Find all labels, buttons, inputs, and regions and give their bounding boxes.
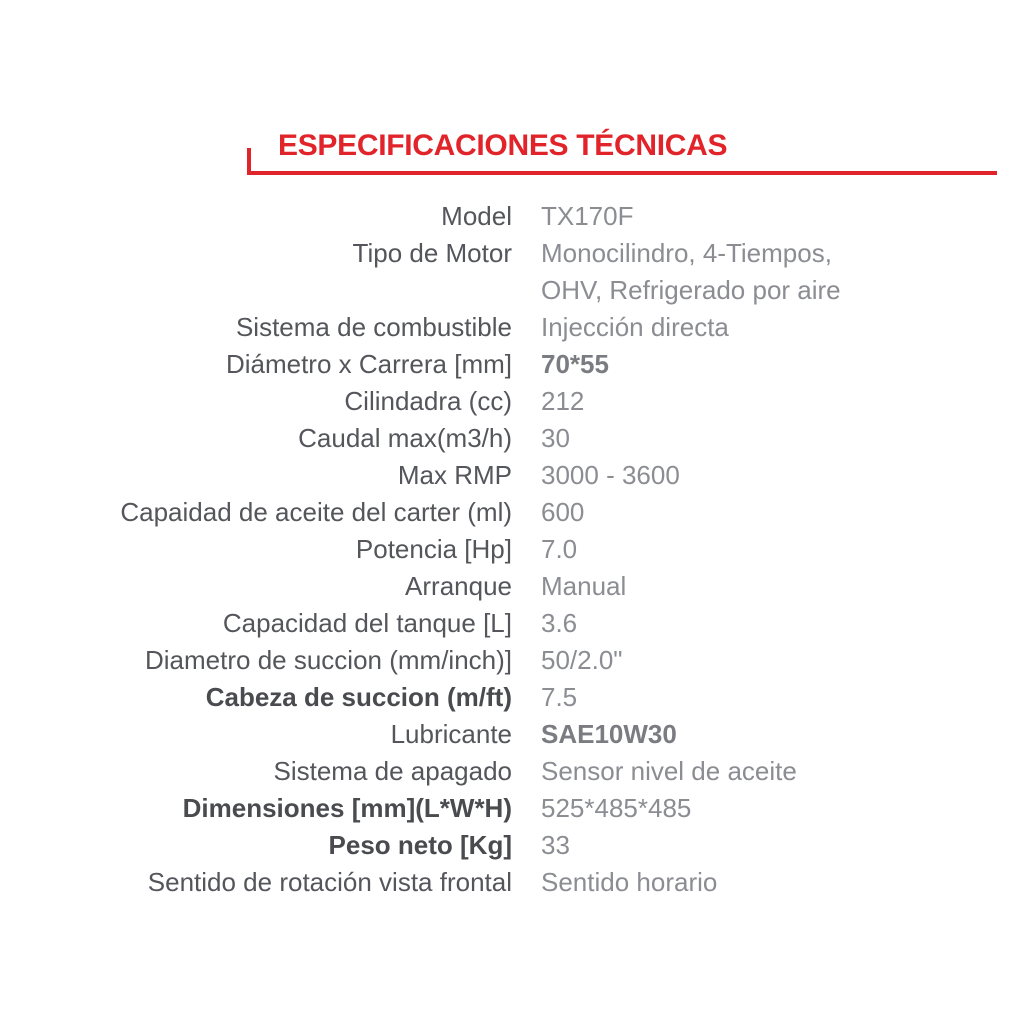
spec-label: Diámetro x Carrera [mm] xyxy=(225,349,512,379)
spec-value: 600 xyxy=(541,497,585,527)
spec-row: Diametro de succion (mm/inch)] 50/2.0" xyxy=(57,642,967,679)
spec-label: Lubricante xyxy=(390,719,512,749)
spec-label: Model xyxy=(441,201,512,231)
spec-label: Diametro de succion (mm/inch)] xyxy=(145,645,512,675)
spec-row: Cabeza de succion (m/ft) 7.5 xyxy=(57,679,967,716)
spec-label: Tipo de Motor xyxy=(352,238,512,268)
spec-value: 50/2.0" xyxy=(541,645,623,675)
spec-row: Cilindadra (cc) 212 xyxy=(57,383,967,420)
spec-row: Sistema de combustible Injección directa xyxy=(57,309,967,346)
spec-value: Sensor nivel de aceite xyxy=(541,756,797,786)
spec-row: Sistema de apagado Sensor nivel de aceit… xyxy=(57,753,967,790)
spec-value: Sentido horario xyxy=(541,867,718,897)
spec-value: 525*485*485 xyxy=(541,793,692,823)
spec-value: Manual xyxy=(541,571,627,601)
spec-row: Dimensiones [mm](L*W*H) 525*485*485 xyxy=(57,790,967,827)
spec-value: SAE10W30 xyxy=(541,719,677,749)
spec-table: Model TX170F Tipo de Motor Monocilindro,… xyxy=(57,198,967,901)
spec-value: 30 xyxy=(541,423,570,453)
spec-row: Capacidad del tanque [L] 3.6 xyxy=(57,605,967,642)
spec-row: Tipo de Motor Monocilindro, 4-Tiempos, O… xyxy=(57,235,967,309)
spec-value: 7.5 xyxy=(541,682,578,712)
spec-value: 3.6 xyxy=(541,608,578,638)
spec-value: Monocilindro, 4-Tiempos, OHV, Refrigerad… xyxy=(541,238,841,305)
spec-label: Sistema de combustible xyxy=(235,312,512,342)
spec-label: Potencia [Hp] xyxy=(355,534,512,564)
spec-label: Cabeza de succion (m/ft) xyxy=(205,682,512,712)
spec-value: 3000 - 3600 xyxy=(541,460,680,490)
title-accent-tick xyxy=(247,148,251,175)
spec-label: Max RMP xyxy=(397,460,512,490)
spec-row: Potencia [Hp] 7.0 xyxy=(57,531,967,568)
spec-label: Sistema de apagado xyxy=(273,756,512,786)
spec-value: 33 xyxy=(541,830,570,860)
spec-label: Caudal max(m3/h) xyxy=(298,423,512,453)
spec-row: Caudal max(m3/h) 30 xyxy=(57,420,967,457)
spec-row: Lubricante SAE10W30 xyxy=(57,716,967,753)
spec-label: Arranque xyxy=(405,571,512,601)
spec-row: Diámetro x Carrera [mm] 70*55 xyxy=(57,346,967,383)
spec-row: Arranque Manual xyxy=(57,568,967,605)
spec-row: Sentido de rotación vista frontal Sentid… xyxy=(57,864,967,901)
spec-value: 70*55 xyxy=(541,349,609,379)
spec-label: Capaidad de aceite del carter (ml) xyxy=(120,497,512,527)
spec-row: Max RMP 3000 - 3600 xyxy=(57,457,967,494)
spec-label: Peso neto [Kg] xyxy=(328,830,512,860)
spec-value: TX170F xyxy=(541,201,634,231)
spec-row: Peso neto [Kg] 33 xyxy=(57,827,967,864)
spec-row: Capaidad de aceite del carter (ml) 600 xyxy=(57,494,967,531)
spec-value: Injección directa xyxy=(541,312,729,342)
spec-value: 7.0 xyxy=(541,534,578,564)
spec-value: 212 xyxy=(541,386,585,416)
spec-label: Cilindadra (cc) xyxy=(344,386,512,416)
spec-label: Sentido de rotación vista frontal xyxy=(147,867,512,897)
section-header: ESPECIFICACIONES TÉCNICAS xyxy=(247,130,997,175)
page-title: ESPECIFICACIONES TÉCNICAS xyxy=(278,129,728,162)
spec-label: Dimensiones [mm](L*W*H) xyxy=(182,793,512,823)
spec-row: Model TX170F xyxy=(57,198,967,235)
spec-label: Capacidad del tanque [L] xyxy=(222,608,512,638)
